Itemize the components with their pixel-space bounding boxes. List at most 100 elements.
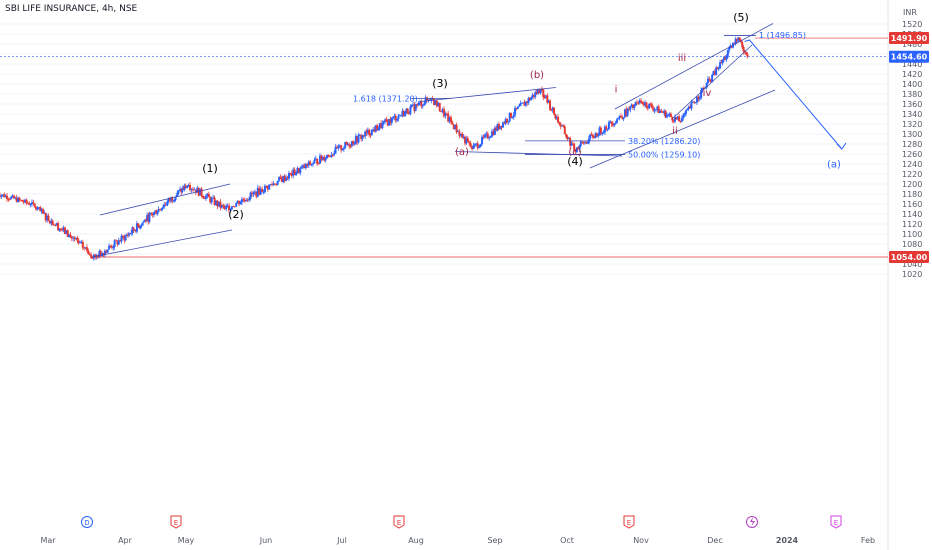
- price-tag-bg: [889, 251, 929, 263]
- candle-body: [285, 177, 288, 181]
- candle-body: [485, 133, 488, 135]
- x-tick-label: Sep: [487, 536, 502, 545]
- candle-body: [147, 214, 150, 222]
- x-tick-label: Nov: [633, 536, 649, 545]
- candle-body: [174, 196, 177, 201]
- candle-body: [609, 121, 612, 123]
- candle-body: [611, 123, 614, 126]
- candle-body: [162, 207, 165, 208]
- candle-body: [158, 209, 161, 210]
- y-tick-label: 1280: [902, 140, 922, 149]
- candle-body: [252, 192, 255, 195]
- candle-body: [586, 143, 589, 144]
- candle-body: [445, 113, 448, 115]
- candle-body: [99, 251, 102, 256]
- candle-body: [341, 149, 344, 151]
- wave-1-channel-upper: [99, 183, 231, 216]
- candle-body: [290, 173, 293, 176]
- candle-body: [646, 106, 649, 109]
- candle-body: [331, 154, 334, 156]
- event-marker[interactable]: E: [830, 515, 842, 529]
- candle-body: [304, 163, 307, 168]
- fib-label: 1.618 (1371.20): [353, 95, 418, 104]
- candle-body: [656, 106, 659, 110]
- candle-body: [47, 215, 50, 221]
- wedge-lower-line: [589, 89, 776, 169]
- event-marker[interactable]: E: [170, 515, 182, 529]
- candle-body: [421, 105, 424, 107]
- event-marker[interactable]: E: [393, 515, 405, 529]
- candle-body: [44, 212, 47, 221]
- candle-body: [196, 187, 199, 193]
- candle-body: [152, 212, 155, 216]
- candle-body: [346, 144, 349, 146]
- candle-body: [72, 237, 75, 239]
- candle-body: [272, 183, 275, 185]
- candle-body: [667, 114, 670, 116]
- candle-body: [215, 200, 218, 205]
- x-tick-label: Jun: [259, 536, 273, 545]
- candle-body: [737, 37, 740, 42]
- candle-body: [508, 112, 511, 122]
- candle-body: [263, 185, 266, 192]
- candle-body: [709, 79, 712, 82]
- x-tick-label: 2024: [776, 536, 799, 545]
- candle-body: [278, 177, 281, 181]
- projection-arrowhead: [836, 142, 847, 150]
- candle-body: [8, 199, 11, 200]
- candle-body: [720, 62, 723, 64]
- candle-body: [210, 198, 213, 203]
- candle-body: [1, 194, 4, 196]
- candle-body: [668, 113, 671, 115]
- candle-body: [672, 120, 675, 122]
- candle-body: [313, 160, 316, 164]
- candle-body: [225, 205, 228, 209]
- y-tick-label: 1040: [902, 260, 922, 269]
- candle-body: [21, 200, 24, 202]
- candle-body: [373, 129, 376, 132]
- candle-body: [475, 143, 478, 145]
- wave-label: (1): [202, 162, 218, 175]
- event-marker-letter: E: [627, 519, 631, 527]
- wave-label: (a): [455, 147, 469, 158]
- candle-body: [189, 185, 192, 190]
- candle-body: [206, 193, 209, 197]
- candle-body: [617, 118, 620, 120]
- candle-body: [738, 37, 741, 40]
- y-tick-label: 1180: [902, 190, 922, 199]
- x-tick-label: Aug: [408, 536, 424, 545]
- candle-body: [81, 241, 84, 248]
- candle-body: [90, 254, 93, 258]
- y-tick-label: 1020: [902, 270, 922, 279]
- candle-body: [719, 62, 722, 69]
- candle-body: [626, 108, 629, 116]
- candle-body: [523, 102, 526, 106]
- candle-body: [36, 208, 39, 210]
- candle-body: [683, 113, 686, 116]
- wave-label: (2): [228, 208, 244, 221]
- wave-c-trendline: [454, 151, 623, 157]
- candle-body: [176, 191, 179, 195]
- candle-body: [547, 100, 550, 103]
- candle-body: [420, 101, 423, 107]
- candle-body: [203, 197, 206, 199]
- candle-body: [87, 250, 90, 255]
- candle-body: [181, 188, 184, 193]
- candle-body: [405, 108, 408, 112]
- event-marker[interactable]: E: [623, 515, 635, 529]
- candle-body: [159, 209, 162, 211]
- candle-body: [734, 38, 737, 44]
- candle-body: [154, 210, 157, 213]
- wave-label: i: [615, 85, 618, 96]
- candle-body: [455, 124, 458, 133]
- candle-body: [77, 240, 80, 244]
- candle-body: [271, 184, 274, 185]
- candle-body: [457, 131, 460, 133]
- candle-body: [468, 141, 471, 144]
- candle-body: [226, 205, 229, 207]
- event-marker[interactable]: D: [81, 516, 93, 528]
- candle-body: [232, 206, 235, 208]
- y-tick-label: 1260: [902, 150, 922, 159]
- lightning-marker[interactable]: [746, 516, 758, 528]
